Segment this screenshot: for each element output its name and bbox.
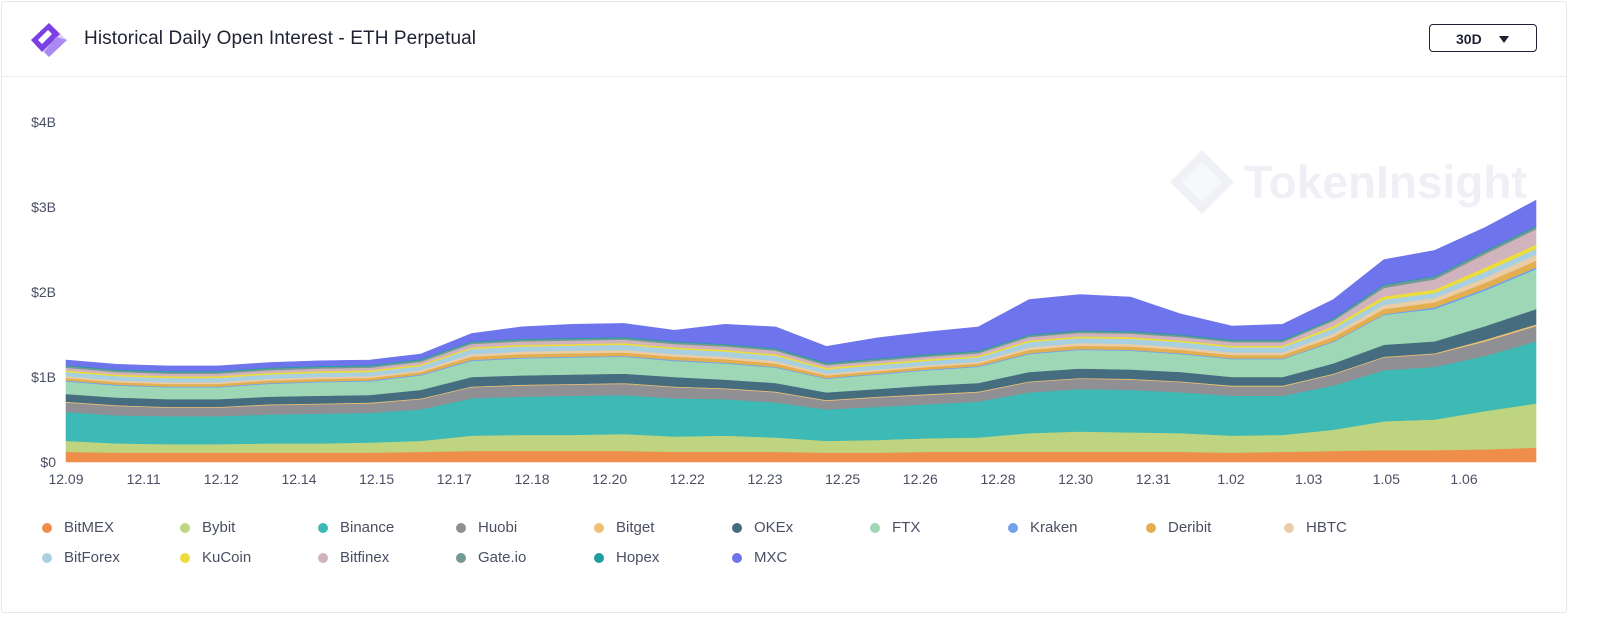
time-range-label: 30D <box>1456 31 1482 47</box>
legend-dot-icon <box>180 553 190 563</box>
legend-dot-icon <box>594 553 604 563</box>
x-tick-label: 12.26 <box>903 471 938 487</box>
chart-card: Historical Daily Open Interest - ETH Per… <box>1 1 1567 613</box>
watermark: TokenInsight <box>1170 150 1527 214</box>
legend-dot-icon <box>594 523 604 533</box>
legend-label: Deribit <box>1168 519 1212 536</box>
x-tick-label: 12.18 <box>514 471 549 487</box>
legend-label: Bitget <box>616 519 655 536</box>
legend-dot-icon <box>318 523 328 533</box>
x-tick-label: 12.25 <box>825 471 860 487</box>
legend-label: MXC <box>754 549 788 566</box>
tokeninsight-logo-icon <box>31 23 67 57</box>
legend-label: Hopex <box>616 549 660 566</box>
legend-label: Gate.io <box>478 549 527 566</box>
legend-dot-icon <box>456 523 466 533</box>
legend-dot-icon <box>1146 523 1156 533</box>
watermark-logo-icon <box>1170 150 1234 214</box>
watermark-text: TokenInsight <box>1244 156 1527 208</box>
legend-label: Bitfinex <box>340 549 390 566</box>
legend-label: BitForex <box>64 549 120 566</box>
legend-label: FTX <box>892 519 921 536</box>
x-tick-label: 12.12 <box>204 471 239 487</box>
chart-header: Historical Daily Open Interest - ETH Per… <box>2 2 1566 77</box>
x-tick-label: 12.14 <box>281 471 316 487</box>
x-tick-label: 12.31 <box>1136 471 1171 487</box>
x-tick-label: 12.22 <box>670 471 705 487</box>
legend-dot-icon <box>1284 523 1294 533</box>
legend-dot-icon <box>1008 523 1018 533</box>
legend-label: HBTC <box>1306 519 1347 536</box>
legend-label: Huobi <box>478 519 518 536</box>
x-tick-label: 12.09 <box>48 471 83 487</box>
legend-dot-icon <box>42 553 52 563</box>
series-areas <box>65 199 1537 463</box>
x-tick-label: 12.23 <box>747 471 782 487</box>
legend-label: KuCoin <box>202 549 252 566</box>
legend-dot-icon <box>732 553 742 563</box>
y-tick-label: $4B <box>31 114 56 130</box>
time-range-dropdown[interactable]: 30D <box>1429 24 1537 52</box>
x-tick-label: 12.20 <box>592 471 627 487</box>
legend-dot-icon <box>180 523 190 533</box>
x-tick-label: 1.06 <box>1450 471 1477 487</box>
legend-dot-icon <box>732 523 742 533</box>
x-tick-label: 12.17 <box>437 471 472 487</box>
chart-title: Historical Daily Open Interest - ETH Per… <box>84 28 477 49</box>
area-series-mxc[interactable] <box>65 199 1537 372</box>
legend-label: Bybit <box>202 519 236 536</box>
legend-dot-icon <box>870 523 880 533</box>
legend-label: OKEx <box>754 519 794 536</box>
x-tick-label: 12.15 <box>359 471 394 487</box>
x-tick-label: 12.28 <box>980 471 1015 487</box>
legend-label: Binance <box>340 519 395 536</box>
legend-dot-icon <box>42 523 52 533</box>
legend-dot-icon <box>318 553 328 563</box>
y-tick-label: $3B <box>31 199 56 215</box>
x-axis: 12.09 12.11 12.12 12.14 12.15 12.17 12.18 12.20… <box>48 471 1477 487</box>
caret-down-icon <box>1499 36 1509 43</box>
stacked-area-chart: TokenInsight $0$1B$2B$3B$4B 12.09 12.11 12… <box>31 114 1537 487</box>
y-tick-label: $0 <box>40 454 56 470</box>
legend-label: BitMEX <box>64 519 115 536</box>
x-tick-label: 1.03 <box>1295 471 1322 487</box>
y-tick-label: $1B <box>31 369 56 385</box>
x-tick-label: 1.05 <box>1373 471 1400 487</box>
y-tick-label: $2B <box>31 284 56 300</box>
x-tick-label: 12.11 <box>127 471 161 487</box>
y-axis: $0 $1B $2B $3B $4B <box>31 114 56 470</box>
legend-dot-icon <box>456 553 466 563</box>
x-tick-label: 12.30 <box>1058 471 1093 487</box>
legend-label: Kraken <box>1030 519 1078 536</box>
x-tick-label: 1.02 <box>1217 471 1244 487</box>
